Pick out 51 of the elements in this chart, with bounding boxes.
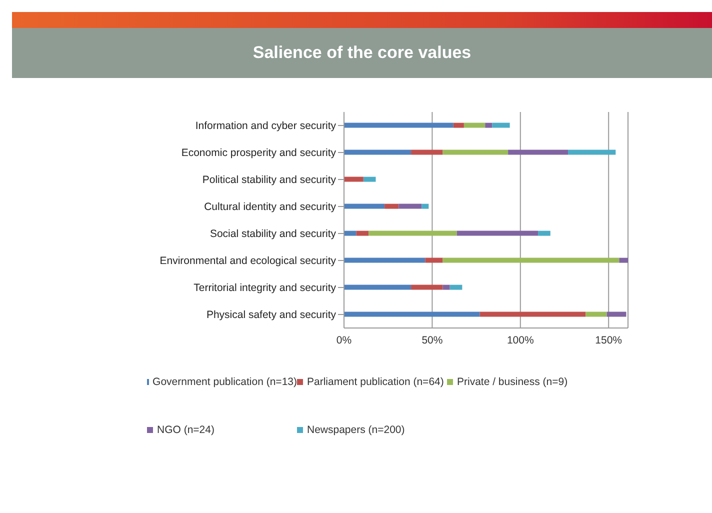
bar [508, 150, 568, 155]
bar [480, 312, 586, 317]
bar [344, 312, 480, 317]
y-tick-label: Physical safety and security [206, 309, 337, 322]
legend-label: NGO (n=24) [157, 424, 214, 436]
bar [442, 258, 620, 263]
bar [356, 230, 369, 236]
bar [411, 150, 443, 155]
bar [456, 230, 538, 236]
y-tick-label: Social stability and security [210, 228, 337, 240]
bar [344, 204, 385, 209]
bar [453, 122, 464, 128]
y-tick-label: Economic prosperity and security [181, 147, 337, 160]
legend-label: Government publication (n=13) [152, 376, 297, 388]
bar [442, 284, 450, 290]
bar [422, 204, 429, 209]
bar [568, 150, 616, 155]
x-tick-label: 0% [336, 334, 352, 346]
legend-label: Newspapers (n=200) [307, 424, 405, 436]
y-tick-label: Environmental and ecological security [160, 255, 337, 268]
bar [344, 284, 412, 290]
bar [606, 312, 626, 317]
bar [384, 204, 399, 209]
legend-label: Parliament publication (n=64) [307, 376, 444, 388]
bar [538, 230, 550, 236]
legend-label: Private / business (n=9) [457, 376, 568, 388]
bar [492, 122, 510, 128]
bar [619, 258, 628, 263]
bar [368, 230, 457, 236]
x-tick-label: 100% [506, 334, 534, 346]
bar [344, 230, 356, 236]
bar [442, 150, 508, 155]
chart-title: Salience of the core values [252, 43, 472, 63]
bar [485, 122, 492, 128]
bar [464, 122, 486, 128]
y-tick-label: Territorial integrity and security [194, 282, 337, 294]
bar [344, 150, 412, 155]
bar [344, 258, 426, 263]
bar [344, 176, 364, 182]
x-tick-label: 50% [422, 334, 443, 346]
bar [450, 284, 462, 290]
y-tick-label: Political stability and security [202, 174, 337, 186]
bar [411, 284, 443, 290]
y-tick-label: Cultural identity and security [204, 201, 337, 214]
bar [398, 204, 422, 209]
bar [425, 258, 443, 263]
x-tick-label: 150% [595, 334, 622, 346]
bar [363, 176, 376, 182]
bar [344, 122, 454, 128]
bar [586, 312, 607, 317]
y-tick-label: Information and cyber security [195, 120, 337, 132]
